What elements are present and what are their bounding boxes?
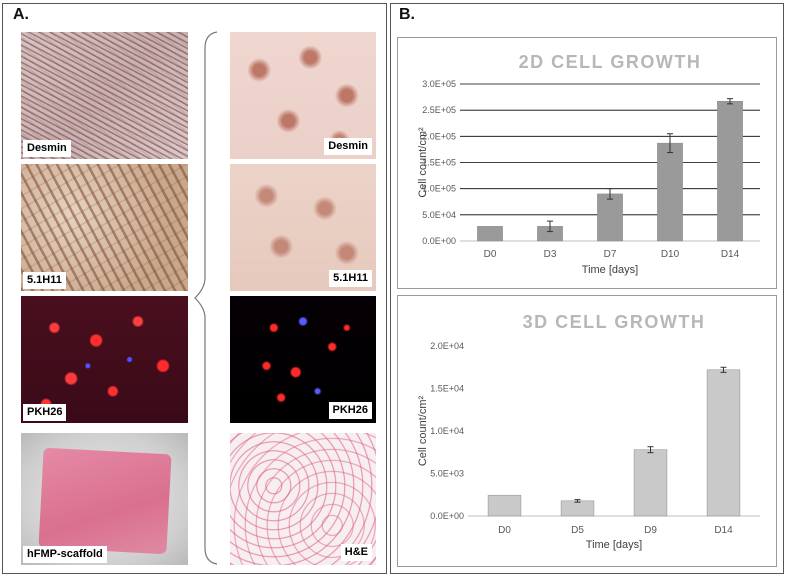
image-label: PKH26 <box>23 404 67 421</box>
y-tick-label: 0.0E+00 <box>430 511 464 521</box>
y-tick-label: 1.0E+05 <box>422 184 456 194</box>
bar-d7 <box>597 193 623 242</box>
scaffold-shape <box>38 447 172 555</box>
y-tick-label: 2.0E+04 <box>430 341 464 351</box>
y-tick-label: 5.0E+03 <box>430 469 464 479</box>
y-tick-label: 1.5E+04 <box>430 384 464 394</box>
x-tick-label: D3 <box>544 249 557 260</box>
y-axis-label: Cell count/cm² <box>417 396 429 467</box>
panel-b: B. 2D CELL GROWTH 0.0E+00 5.0E+04 1.0E+05 1.… <box>390 3 784 574</box>
micrograph-desmin-2d: Desmin <box>21 32 188 159</box>
chart-title: 2D CELL GROWTH <box>519 52 702 72</box>
micrograph-he-3d: H&E <box>230 433 376 565</box>
y-tick-label: 1.0E+04 <box>430 426 464 436</box>
image-label: 5.1H11 <box>329 270 372 287</box>
x-tick-label: D7 <box>604 249 617 260</box>
x-tick-label: D14 <box>721 249 740 260</box>
x-axis-label: Time [days] <box>582 264 638 276</box>
chart-3d-cell-growth: 3D CELL GROWTH 0.0E+00 5.0E+03 1.0E+04 1.5E+… <box>417 312 760 551</box>
image-label: Desmin <box>324 138 372 155</box>
y-axis-label: Cell count/cm² <box>417 127 429 198</box>
micrograph-5-1h11-2d: 5.1H11 <box>21 164 188 291</box>
panel-a-label: A. <box>13 6 29 23</box>
micrograph-pkh26-3d: PKH26 <box>230 296 376 423</box>
y-tick-label: 0.0E+00 <box>422 236 456 246</box>
panel-a: A. Desmin 5.1H11 PKH26 hFMP-scaffold Des… <box>2 3 387 574</box>
bar-d0 <box>487 494 522 517</box>
micrograph-5-1h11-3d: 5.1H11 <box>230 164 376 291</box>
image-label: Desmin <box>23 140 71 157</box>
y-tick-label: 1.5E+05 <box>422 158 456 168</box>
micrograph-pkh26-2d: PKH26 <box>21 296 188 423</box>
image-label: H&E <box>340 544 372 561</box>
bar-d9 <box>633 449 668 517</box>
chart-2d-cell-growth: 2D CELL GROWTH 0.0E+00 5.0E+04 1.0E+05 1.5E+… <box>417 52 760 276</box>
chart-title: 3D CELL GROWTH <box>523 312 706 332</box>
x-axis-label: Time [days] <box>586 539 642 551</box>
y-tick-label: 2.5E+05 <box>422 105 456 115</box>
x-tick-label: D14 <box>714 525 733 536</box>
x-tick-label: D0 <box>484 249 497 260</box>
x-tick-label: D5 <box>571 525 584 536</box>
x-tick-label: D9 <box>644 525 657 536</box>
micrograph-desmin-3d: Desmin <box>230 32 376 159</box>
panel-b-label: B. <box>399 6 415 23</box>
x-tick-label: D10 <box>661 249 680 260</box>
x-tick-label: D0 <box>498 525 511 536</box>
bar-d14 <box>706 369 741 517</box>
chart-2d-box: 2D CELL GROWTH 0.0E+00 5.0E+04 1.0E+05 1.5E+… <box>397 37 777 289</box>
y-tick-label: 2.0E+05 <box>422 131 456 141</box>
bar-d10 <box>657 142 683 242</box>
bar-d14 <box>717 101 743 242</box>
bar-d5 <box>560 500 595 517</box>
y-tick-label: 3.0E+05 <box>422 79 456 89</box>
bracket <box>194 31 218 565</box>
image-label: hFMP-scaffold <box>23 546 107 563</box>
y-tick-label: 5.0E+04 <box>422 210 456 220</box>
photo-hfmp-scaffold: hFMP-scaffold <box>21 433 188 565</box>
bar-d0 <box>477 226 503 242</box>
chart-3d-box: 3D CELL GROWTH 0.0E+00 5.0E+03 1.0E+04 1.5E+… <box>397 295 777 567</box>
image-label: 5.1H11 <box>23 272 66 289</box>
image-label: PKH26 <box>328 402 372 419</box>
